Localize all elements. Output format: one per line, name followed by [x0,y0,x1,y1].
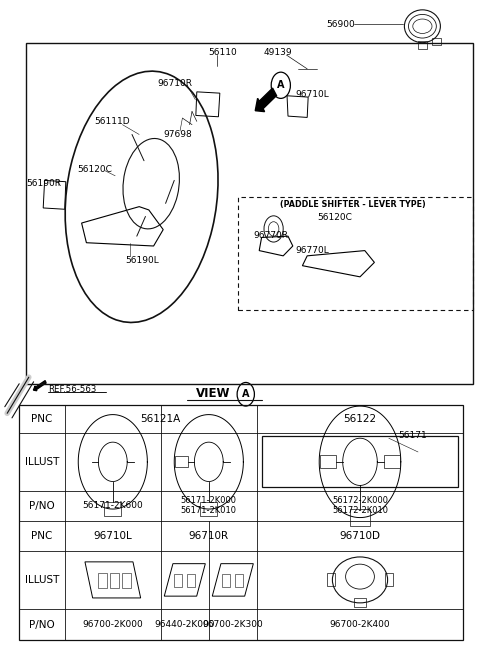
Text: A: A [242,389,250,400]
Bar [26,43,473,384]
Text: 56171: 56171 [398,431,427,440]
Bar [384,455,400,468]
Text: 56121A: 56121A [141,414,181,424]
Bar [320,455,336,468]
Text: 56120C: 56120C [317,213,352,222]
Bar [418,41,427,49]
Bar [175,574,182,587]
Text: 56120C: 56120C [77,165,112,174]
Text: 96710D: 96710D [339,531,381,541]
Text: 96710R: 96710R [157,79,192,89]
Bar [385,573,393,586]
Text: 56171-2K000
56171-2K010: 56171-2K000 56171-2K010 [181,496,237,516]
Text: VIEW: VIEW [196,387,230,400]
Text: 56111D: 56111D [94,117,130,126]
Text: 96710L: 96710L [295,90,329,99]
Text: 56122: 56122 [343,414,377,424]
Text: 56190R: 56190R [26,179,61,188]
Bar [327,573,335,586]
Bar [104,502,121,516]
Bar [19,405,463,640]
Bar [238,197,473,310]
Text: 56172-2K000
56172-2K010: 56172-2K000 56172-2K010 [332,496,388,516]
Bar [175,457,188,467]
Text: ILLUST: ILLUST [25,457,59,467]
Text: P/NO: P/NO [29,501,55,511]
Text: 96770R: 96770R [253,231,288,240]
Text: (PADDLE SHIFTER - LEVER TYPE): (PADDLE SHIFTER - LEVER TYPE) [280,200,426,209]
Bar [236,574,243,587]
Bar [354,598,366,607]
Text: 96700-2K400: 96700-2K400 [330,620,390,629]
FancyArrow shape [34,380,46,391]
Text: PNC: PNC [31,531,53,541]
Text: 56190L: 56190L [126,256,159,265]
Text: 56110: 56110 [208,48,237,57]
Text: PNC: PNC [31,414,53,424]
Text: A: A [277,80,285,91]
Text: 96700-2K300: 96700-2K300 [203,620,263,629]
FancyArrow shape [255,88,276,112]
Text: 96700-2K000: 96700-2K000 [83,620,143,629]
Text: 96710L: 96710L [94,531,132,541]
Bar [110,573,119,588]
Text: ILLUST: ILLUST [25,575,59,585]
Bar [122,573,131,588]
Text: 96770L: 96770L [295,246,329,255]
Text: 56900: 56900 [326,20,355,29]
Text: REF.56-563: REF.56-563 [48,385,96,394]
Text: P/NO: P/NO [29,619,55,630]
Text: 96710R: 96710R [189,531,229,541]
Bar [187,574,195,587]
Text: 96440-2K000: 96440-2K000 [155,620,215,629]
Bar [432,38,441,45]
Text: 49139: 49139 [264,48,293,57]
Bar [349,509,371,525]
Bar [200,502,217,516]
Bar [223,574,230,587]
Text: 56171-2K600: 56171-2K600 [83,501,143,510]
Bar [262,436,458,487]
Text: 97698: 97698 [163,130,192,139]
Bar [98,573,107,588]
